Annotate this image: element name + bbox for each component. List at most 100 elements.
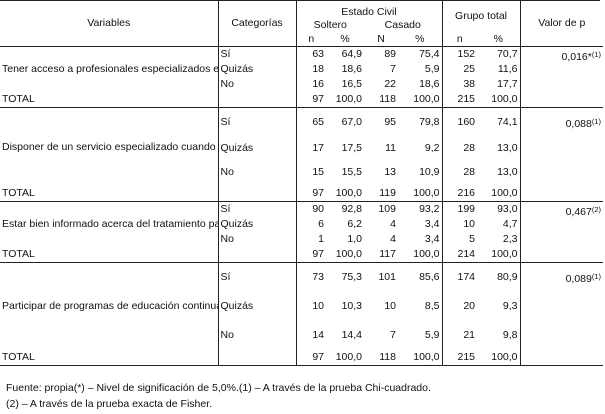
total-pct-cell: 70,7 (497, 48, 518, 61)
total-pct-cell: 80,9 (497, 270, 518, 283)
p-value-cell: 0,467(2) (519, 201, 604, 247)
table-row: Quizás 18 18,6 7 5,9 25 11,6 (0, 62, 603, 77)
total-category-empty (217, 246, 296, 262)
soltero-n-cell: 14 (295, 321, 326, 350)
casado-pct-cell: 79,8 (419, 116, 440, 128)
casado-n-cell: 7 (390, 63, 396, 76)
p-value: 0,088 (565, 118, 592, 130)
casado-pct-cell: 10,9 (419, 166, 440, 179)
total-label: TOTAL (2, 247, 35, 260)
soltero-n-cell: 97 (295, 350, 326, 366)
soltero-pct-cell: 92,8 (341, 202, 362, 215)
p-value: 0,016* (561, 51, 592, 63)
casado-pct-cell: 85,6 (419, 270, 440, 283)
total-row: TOTAL 97 100,0 118 100,0 215 100,0 (0, 92, 604, 108)
casado-n-cell: 101 (378, 270, 396, 283)
header-total-pct: % (493, 32, 503, 45)
header-total-n: n (441, 32, 478, 47)
soltero-n-cell: 10 (295, 291, 326, 321)
total-n-cell: 25 (441, 62, 478, 77)
header-subrow-units: n % N % n % (0, 32, 603, 47)
casado-n-cell: 11 (385, 141, 396, 154)
category-cell: No (217, 231, 296, 247)
casado-pct-cell: 100,0 (413, 247, 440, 260)
table-row: Estar bien informado acerca del tratamie… (0, 201, 604, 247)
total-n-cell: 174 (441, 262, 478, 291)
header-subrow-groups: Soltero Casado (0, 18, 603, 32)
category-cell: Sí (217, 107, 296, 137)
variable-label: Disponer de un servicio especializado cu… (2, 140, 218, 153)
total-pct-cell: 93,0 (497, 202, 518, 215)
total-n-cell: 38 (441, 77, 478, 92)
p-empty (519, 92, 604, 108)
casado-n-cell: 7 (390, 329, 396, 342)
total-pct-cell: 100,0 (491, 93, 518, 106)
total-n-cell: 5 (441, 231, 478, 247)
soltero-n-cell: 97 (295, 92, 326, 108)
soltero-pct-cell: 100,0 (335, 93, 362, 106)
p-value-cell: 0,088(1) (519, 107, 604, 186)
category-cell: Quizás (217, 62, 296, 77)
total-pct-cell: 11,6 (497, 63, 518, 76)
soltero-pct-cell: 100,0 (335, 351, 362, 364)
casado-n-cell: 89 (384, 48, 396, 61)
casado-pct-cell: 8,5 (424, 299, 440, 312)
table-row: Quizás 10 10,3 10 8,5 20 9,3 (0, 291, 603, 321)
category-cell: Quizás (217, 136, 296, 160)
p-value: 0,467 (565, 205, 592, 218)
category-cell: Sí (217, 201, 296, 217)
soltero-pct-cell: 100,0 (335, 247, 362, 260)
total-pct-cell: 4,7 (502, 217, 518, 230)
total-n-cell: 28 (441, 136, 478, 160)
table-row: No 1 1,0 4 3,4 5 2,3 (0, 231, 603, 247)
casado-n-cell: 4 (390, 232, 396, 245)
soltero-pct-cell: 100,0 (335, 186, 362, 199)
p-value-cell: 0,089(1) (519, 262, 604, 350)
casado-n-cell: 119 (379, 186, 396, 199)
p-value-note: (1) (591, 117, 602, 126)
category-cell: Sí (217, 46, 296, 62)
p-value-cell: 0,016*(1) (519, 46, 604, 92)
total-n-cell: 10 (441, 216, 478, 232)
category-cell: No (217, 77, 296, 92)
casado-pct-cell: 3,4 (424, 232, 440, 245)
total-category-empty (217, 350, 296, 366)
casado-pct-cell: 18,6 (419, 78, 440, 91)
category-cell: Quizás (217, 291, 296, 321)
header-row: Variables Categorías Estado Civil Grupo … (0, 1, 604, 47)
data-table: Variables Categorías Estado Civil Grupo … (0, 1, 604, 366)
p-value: 0,089 (565, 272, 592, 285)
soltero-pct-cell: 10,3 (341, 299, 362, 312)
soltero-pct-cell: 15,5 (341, 166, 362, 179)
header-soltero: Soltero (295, 18, 364, 32)
soltero-pct-cell: 67,0 (341, 116, 362, 128)
total-n-cell: 215 (441, 350, 478, 366)
total-n-cell: 214 (441, 246, 478, 262)
soltero-n-cell: 17 (295, 136, 326, 160)
header-categorias: Categorías (217, 1, 296, 47)
category-cell: No (217, 159, 296, 186)
total-pct-cell: 13,0 (497, 141, 518, 154)
soltero-n-cell: 73 (295, 262, 326, 291)
soltero-pct-cell: 17,5 (341, 141, 362, 154)
casado-pct-cell: 100,0 (413, 351, 440, 364)
soltero-pct-cell: 6,2 (347, 217, 362, 230)
header-casado: Casado (384, 18, 421, 31)
casado-n-cell: 22 (384, 78, 396, 91)
soltero-pct-cell: 1,0 (347, 232, 362, 245)
soltero-pct-cell: 14,4 (341, 329, 362, 342)
casado-n-cell: 109 (378, 202, 396, 215)
soltero-n-cell: 1 (295, 231, 326, 247)
soltero-n-cell: 97 (295, 246, 326, 262)
casado-pct-cell: 75,4 (419, 48, 440, 61)
casado-n-cell: 117 (379, 247, 396, 260)
soltero-n-cell: 18 (295, 62, 326, 77)
total-n-cell: 216 (441, 185, 478, 201)
footnote-line-1: Fuente: propia(*) – Nivel de significaci… (6, 382, 431, 394)
top-rule (0, 0, 600, 1)
casado-pct-cell: 5,9 (424, 329, 440, 342)
total-n-cell: 160 (441, 107, 478, 137)
total-pct-cell: 74,1 (497, 116, 518, 128)
casado-pct-cell: 100,0 (413, 186, 440, 199)
p-value-note: (1) (591, 271, 602, 281)
